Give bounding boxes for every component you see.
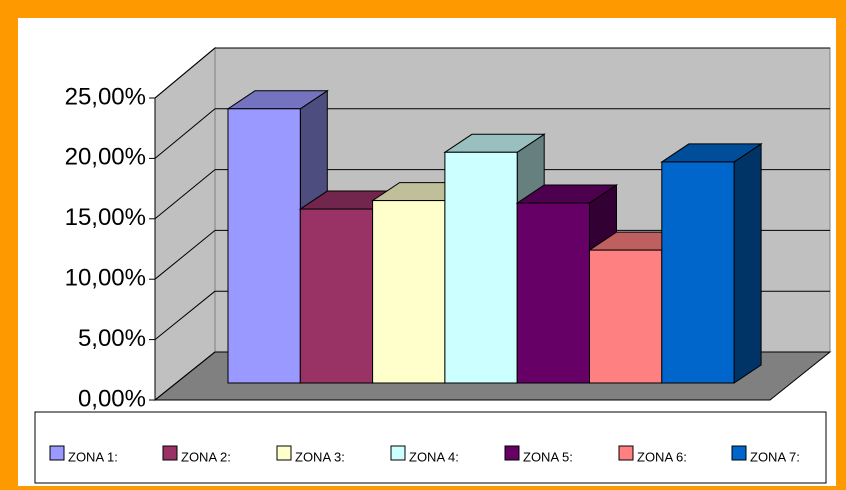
bar [299, 208, 374, 384]
y-tick-label: 5,00% [78, 325, 146, 352]
legend-label: ZONA 3: [295, 449, 345, 464]
legend-label: ZONA 4: [409, 449, 459, 464]
legend-label: ZONA 1: [68, 449, 118, 464]
grid-line-side [154, 169, 216, 220]
legend-swatch [49, 445, 65, 461]
y-tick-label: 20,00% [65, 144, 146, 171]
y-tick-label: 10,00% [65, 265, 146, 292]
bar [372, 200, 446, 384]
legend-swatch [504, 445, 520, 461]
grid-line-side [154, 230, 216, 280]
legend-swatch [276, 445, 292, 461]
legend-label: ZONA 6: [637, 449, 687, 464]
frame-right [836, 0, 846, 490]
legend-swatch [618, 445, 634, 461]
legend-label: ZONA 7: [750, 449, 800, 464]
bar [516, 202, 591, 384]
frame-top [0, 0, 846, 18]
legend-swatch [731, 445, 747, 461]
y-tick-label: 0,00% [78, 385, 146, 412]
bar-side [733, 143, 762, 384]
legend-label: ZONA 2: [181, 449, 231, 464]
frame-bottom [0, 486, 846, 490]
legend-swatch [162, 445, 178, 461]
bar [661, 161, 735, 384]
grid-line-side [154, 108, 216, 159]
legend [34, 411, 827, 484]
legend-swatch [390, 445, 406, 461]
grid-line-side [154, 351, 216, 401]
legend-label: ZONA 5: [523, 449, 573, 464]
y-tick-label: 25,00% [65, 83, 146, 110]
y-tick-label: 15,00% [65, 204, 146, 231]
bar [444, 151, 518, 384]
frame-left [0, 0, 18, 490]
grid-line-side [154, 47, 216, 99]
bar [227, 108, 301, 384]
grid-line-side [154, 290, 216, 340]
bar [589, 249, 663, 384]
side-wall [154, 46, 216, 402]
